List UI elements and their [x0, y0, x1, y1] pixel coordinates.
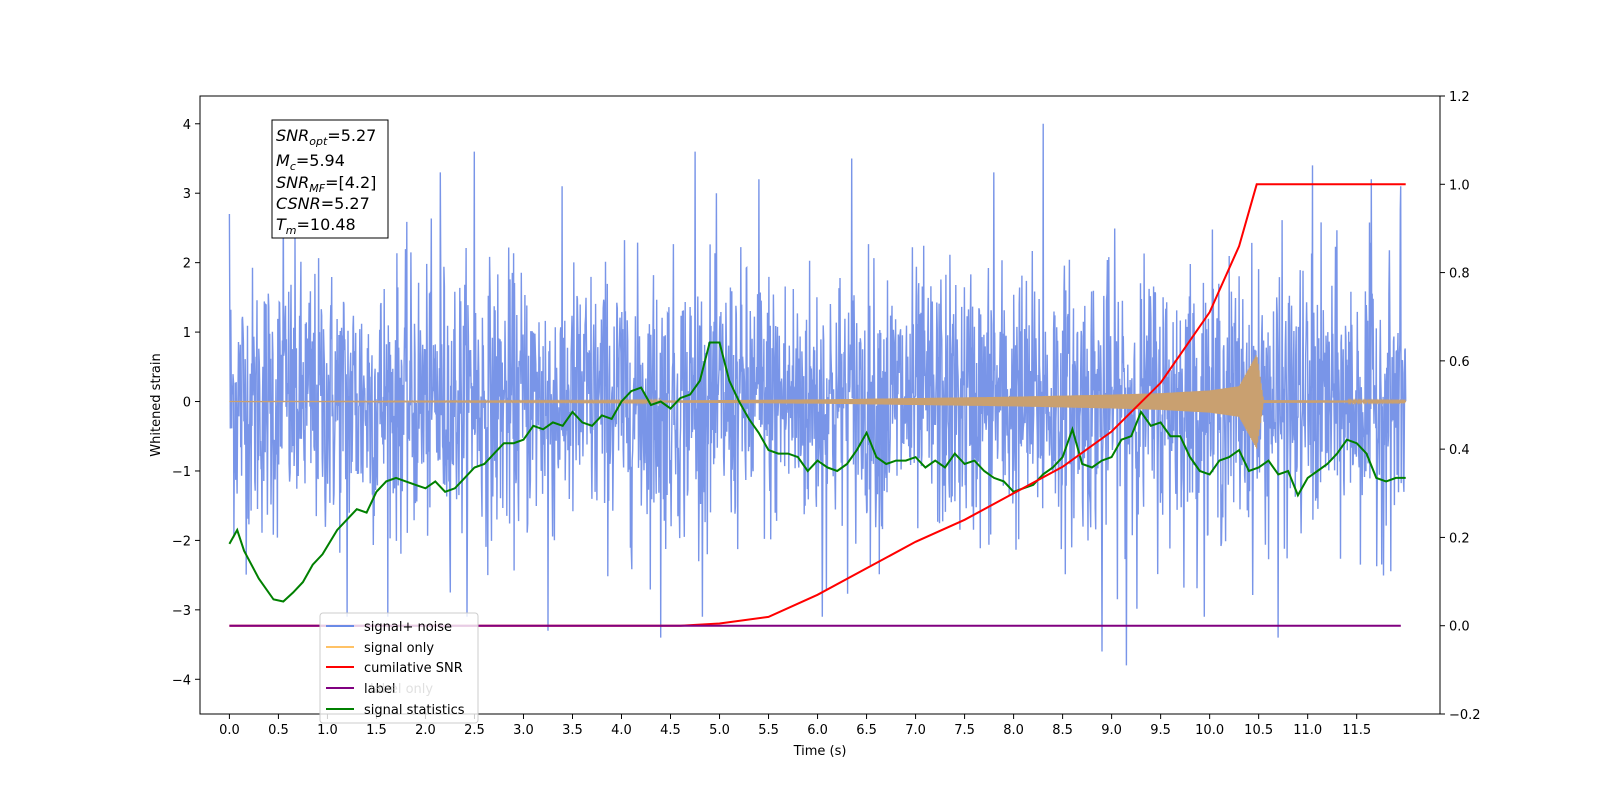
y-right-tick-label: −0.2 [1449, 708, 1481, 723]
signal-only-line [229, 355, 1407, 449]
y-left-tick-label: −3 [172, 604, 191, 619]
signal-statistics-line [228, 341, 1406, 603]
y-left-tick-label: 0 [183, 396, 191, 411]
y-right-tick-label: 1.0 [1449, 178, 1470, 193]
y-axis-label: Whitened strain [149, 353, 164, 456]
y-left-tick-label: 3 [183, 187, 191, 202]
x-tick-label: 6.5 [856, 723, 877, 738]
stat-snr-opt: SNRopt=5.27 [276, 126, 376, 148]
stat-csnr: CSNR=5.27 [276, 194, 370, 213]
y-right-tick-label: 0.4 [1449, 443, 1470, 458]
x-tick-label: 5.5 [758, 723, 779, 738]
x-tick-label: 1.5 [366, 723, 387, 738]
legend-label-signal-only: signal only [364, 641, 434, 656]
x-tick-label: 4.0 [611, 723, 632, 738]
legend-label-label-only: label only [370, 682, 433, 697]
stat-snr-mf: SNRMF=[4.2] [276, 173, 376, 195]
y-right-tick-label: 1.2 [1449, 90, 1470, 105]
y-axis-left-ticks: −4 −3 −2 −1 0 1 2 3 4 [172, 118, 200, 688]
plot-area [228, 123, 1407, 666]
y-right-tick-label: 0.8 [1449, 267, 1470, 282]
y-left-tick-label: −2 [172, 534, 191, 549]
y-left-tick-label: 4 [183, 118, 191, 133]
y-right-tick-label: 0.6 [1449, 355, 1470, 370]
x-axis-label: Time (s) [793, 744, 847, 759]
x-tick-label: 7.0 [905, 723, 926, 738]
x-tick-label: 10.5 [1244, 723, 1273, 738]
stats-box-frame [271, 119, 389, 239]
y-right-tick-label: 0.0 [1449, 620, 1470, 635]
stat-tm: Tm=10.48 [276, 215, 356, 237]
x-tick-label: 6.0 [807, 723, 828, 738]
x-tick-label: 11.0 [1293, 723, 1322, 738]
y-left-tick-label: −1 [172, 465, 191, 480]
x-tick-label: 8.0 [1003, 723, 1024, 738]
signal-plus-noise-trace [228, 123, 1407, 666]
x-axis-ticks: 0.0 0.5 1.0 1.5 2.0 2.5 3.0 3.5 4.0 4.5 5.0 5.5 6.0 6… [219, 714, 1371, 738]
x-tick-label: 9.0 [1101, 723, 1122, 738]
stats-box: SNRopt=5.27 Mc=5.94 SNRMF=[4.2] CSNR=5.2… [271, 119, 389, 239]
axes-frame [199, 95, 1441, 715]
x-tick-label: 5.0 [709, 723, 730, 738]
x-tick-label: 11.5 [1342, 723, 1371, 738]
x-tick-label: 9.5 [1150, 723, 1171, 738]
y-left-tick-label: −4 [172, 673, 191, 688]
legend-frame [319, 612, 479, 724]
x-tick-label: 3.0 [513, 723, 534, 738]
x-tick-label: 4.5 [660, 723, 681, 738]
x-tick-label: 3.5 [562, 723, 583, 738]
y-right-tick-label: 0.2 [1449, 531, 1470, 546]
signal-only-trace [229, 355, 1407, 449]
x-tick-label: 0.0 [219, 723, 240, 738]
x-tick-label: 2.5 [464, 723, 485, 738]
legend-label-label: label [364, 682, 395, 697]
signal-plus-noise-line [228, 123, 1407, 666]
legend-label-signal-noise: signal+ noise [364, 620, 452, 635]
x-tick-label: 8.5 [1052, 723, 1073, 738]
legend-label-signal-statistics: signal statistics [364, 703, 465, 718]
cumulative-snr-line [229, 183, 1406, 627]
x-tick-label: 7.5 [954, 723, 975, 738]
y-left-tick-label: 1 [183, 326, 191, 341]
y-left-tick-label: 2 [183, 257, 191, 272]
x-tick-label: 10.0 [1195, 723, 1224, 738]
y-axis-right-ticks: −0.2 0.0 0.2 0.4 0.6 0.8 1.0 1.2 [1440, 90, 1481, 723]
stat-mc: Mc=5.94 [276, 151, 345, 173]
legend: signal+ noise signal only cumilative SNR… [319, 612, 479, 724]
x-tick-label: 0.5 [268, 723, 289, 738]
x-tick-label: 2.0 [415, 723, 436, 738]
x-tick-label: 1.0 [317, 723, 338, 738]
legend-label-cumulative-snr: cumilative SNR [364, 661, 463, 676]
